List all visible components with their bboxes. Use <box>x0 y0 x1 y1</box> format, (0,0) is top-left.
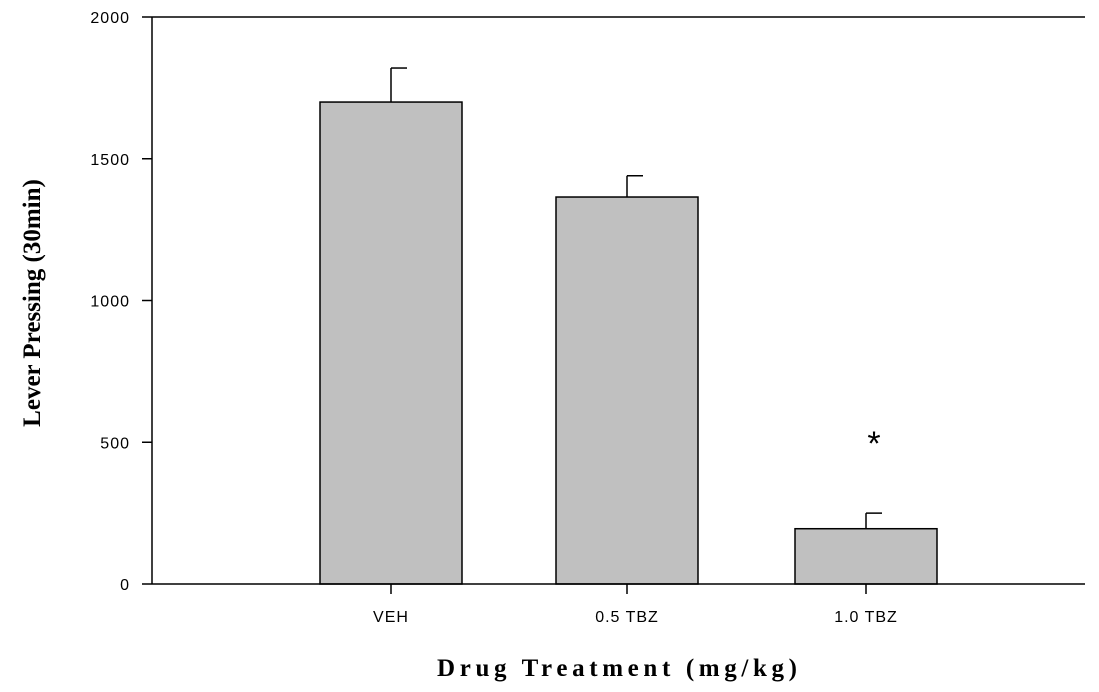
y-tick-label-3: 1500 <box>90 152 130 169</box>
x-ticks-layer: VEH 0.5 TBZ 1.0 TBZ <box>373 584 898 626</box>
bars-layer <box>319 101 938 585</box>
y-tick-label-4: 2000 <box>90 10 130 27</box>
y-ticks-layer: 0 500 1000 1500 2000 <box>90 10 152 594</box>
x-tick-label-2: 1.0 TBZ <box>834 609 898 626</box>
annotations-layer: * <box>867 425 880 463</box>
significance-marker-0: * <box>867 425 880 463</box>
bar-1 <box>555 196 699 585</box>
y-tick-label-1: 500 <box>100 435 130 452</box>
error-bars-layer <box>390 67 882 529</box>
y-tick-label-0: 0 <box>120 577 130 594</box>
bar-0 <box>319 101 463 585</box>
bar-2 <box>794 527 938 585</box>
x-axis-title: Drug Treatment (mg/kg) <box>437 655 797 682</box>
y-tick-label-2: 1000 <box>90 294 130 311</box>
x-tick-label-1: 0.5 TBZ <box>595 609 659 626</box>
x-tick-label-0: VEH <box>373 609 409 626</box>
y-axis-title: Lever Pressing (30min) <box>19 179 46 427</box>
